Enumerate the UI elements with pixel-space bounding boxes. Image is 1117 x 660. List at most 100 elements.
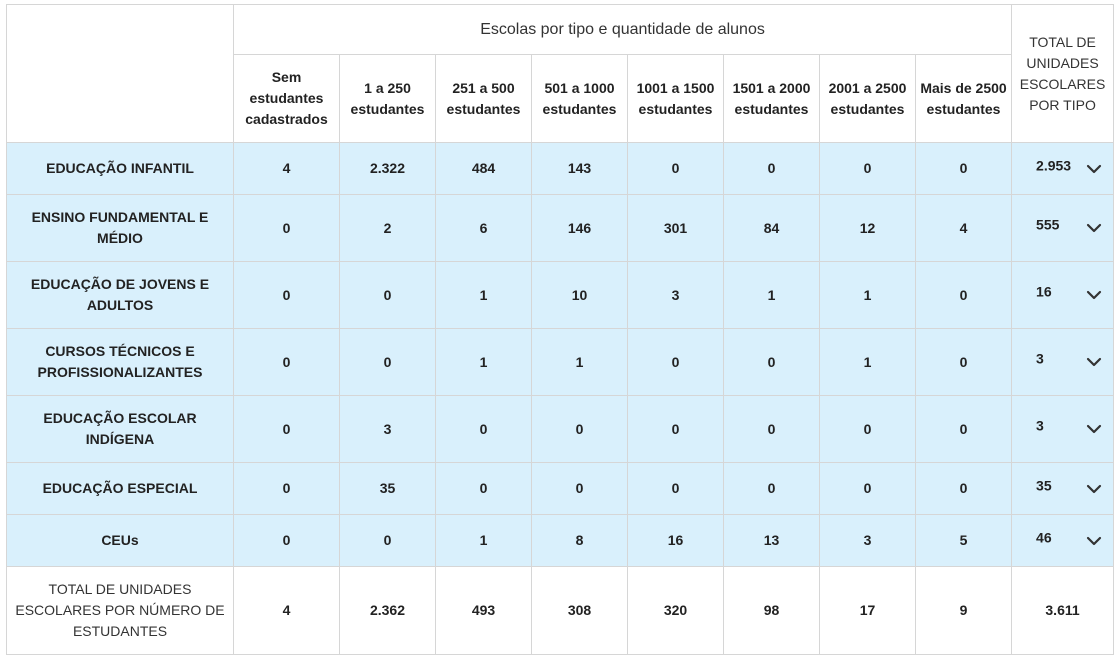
footer-cell: 308 [531,566,628,655]
table-cell: 0 [435,462,532,515]
table-cell: 1 [723,261,820,329]
row-label: CEUs [6,514,234,567]
table-cell: 1 [435,514,532,567]
column-header: 1001 a 1500 estudantes [627,54,724,143]
schools-table: Escolas por tipo e quantidade de alunos … [6,4,1115,655]
table-cell: 484 [435,142,532,195]
footer-cell: 9 [914,566,1013,655]
table-cell: 4 [914,194,1013,262]
table-cell: 0 [914,328,1013,396]
table-row: CURSOS TÉCNICOS E PROFISSIONALIZANTES 0 0 1… [6,328,1115,396]
table-cell: 0 [233,194,340,262]
row-label: CURSOS TÉCNICOS E PROFISSIONALIZANTES [6,328,234,396]
table-row: ENSINO FUNDAMENTAL E MÉDIO 0 2 6 146 301 84 12 4… [6,194,1115,262]
chevron-down-icon[interactable] [1085,422,1103,436]
table-cell: 1 [531,328,628,396]
table-cell: 16 [627,514,724,567]
row-label: ENSINO FUNDAMENTAL E MÉDIO [6,194,234,262]
row-total-cell: 35 [1011,462,1115,515]
table-cell: 1 [819,328,916,396]
table-cell: 143 [531,142,628,195]
footer-cell: 2.362 [339,566,436,655]
column-header: Mais de 2500 estudantes [914,54,1013,143]
row-total-value: 3 [1036,417,1044,434]
table-cell: 0 [435,395,532,463]
table-cell: 0 [819,462,916,515]
table-cell: 0 [339,261,436,329]
table-cell: 0 [723,142,820,195]
table-cell: 5 [914,514,1013,567]
row-total-cell: 16 [1011,261,1115,329]
total-by-type-header: TOTAL DE UNIDADES ESCOLARES POR TIPO [1011,4,1115,143]
table-cell: 3 [819,514,916,567]
table-cell: 0 [914,142,1013,195]
table-cell: 0 [339,328,436,396]
table-cell: 8 [531,514,628,567]
schools-table-container: Escolas por tipo e quantidade de alunos … [6,4,1115,655]
row-total-value: 16 [1036,283,1052,300]
table-row: CEUs 0 0 1 8 16 13 3 5 46 [6,514,1115,567]
table-row: EDUCAÇÃO ESPECIAL 0 35 0 0 0 0 0 0 35 [6,462,1115,515]
super-header: Escolas por tipo e quantidade de alunos [232,4,1013,55]
table-cell: 3 [339,395,436,463]
table-cell: 0 [723,328,820,396]
table-cell: 0 [914,261,1013,329]
table-row: EDUCAÇÃO DE JOVENS E ADULTOS 0 0 1 10 3 1 1 0 16 [6,261,1115,329]
column-header: 1501 a 2000 estudantes [723,54,820,143]
column-header: 1 a 250 estudantes [339,54,436,143]
table-cell: 0 [233,514,340,567]
table-cell: 146 [531,194,628,262]
table-cell: 84 [723,194,820,262]
table-cell: 0 [233,261,340,329]
footer-cell: 320 [627,566,724,655]
footer-row: TOTAL DE UNIDADES ESCOLARES POR NÚMERO D… [6,566,1115,655]
table-cell: 4 [233,142,340,195]
row-label: EDUCAÇÃO ESCOLAR INDÍGENA [6,395,234,463]
table-cell: 0 [233,462,340,515]
row-total-cell: 3 [1011,328,1115,396]
column-header: 2001 a 2500 estudantes [819,54,916,143]
table-cell: 13 [723,514,820,567]
table-cell: 1 [819,261,916,329]
table-cell: 0 [914,395,1013,463]
table-row: EDUCAÇÃO ESCOLAR INDÍGENA 0 3 0 0 0 0 0 0 3 [6,395,1115,463]
table-cell: 0 [627,462,724,515]
footer-cell: 98 [723,566,820,655]
table-cell: 0 [627,328,724,396]
table-cell: 301 [627,194,724,262]
table-cell: 0 [233,328,340,396]
chevron-down-icon[interactable] [1085,288,1103,302]
grand-total: 3.611 [1011,566,1115,655]
footer-cell: 493 [435,566,532,655]
chevron-down-icon[interactable] [1085,221,1103,235]
table-cell: 35 [339,462,436,515]
row-label: EDUCAÇÃO DE JOVENS E ADULTOS [6,261,234,329]
table-cell: 10 [531,261,628,329]
table-cell: 0 [339,514,436,567]
chevron-down-icon[interactable] [1085,355,1103,369]
table-cell: 0 [627,395,724,463]
chevron-down-icon[interactable] [1085,482,1103,496]
table-cell: 0 [819,142,916,195]
table-cell: 2.322 [339,142,436,195]
row-total-value: 2.953 [1036,156,1072,173]
table-cell: 1 [435,328,532,396]
table-cell: 6 [435,194,532,262]
row-label: EDUCAÇÃO ESPECIAL [6,462,234,515]
chevron-down-icon[interactable] [1085,534,1103,548]
chevron-down-icon[interactable] [1085,162,1103,176]
table-cell: 12 [819,194,916,262]
table-cell: 2 [339,194,436,262]
row-total-cell: 46 [1011,514,1115,567]
column-header: 501 a 1000 estudantes [531,54,628,143]
row-total-value: 35 [1036,476,1052,493]
table-cell: 0 [233,395,340,463]
footer-cell: 17 [819,566,916,655]
row-total-cell: 3 [1011,395,1115,463]
table-cell: 0 [914,462,1013,515]
table-cell: 0 [531,462,628,515]
corner-cell [6,4,234,143]
row-total-value: 3 [1036,350,1044,367]
table-cell: 0 [723,462,820,515]
footer-cell: 4 [233,566,340,655]
